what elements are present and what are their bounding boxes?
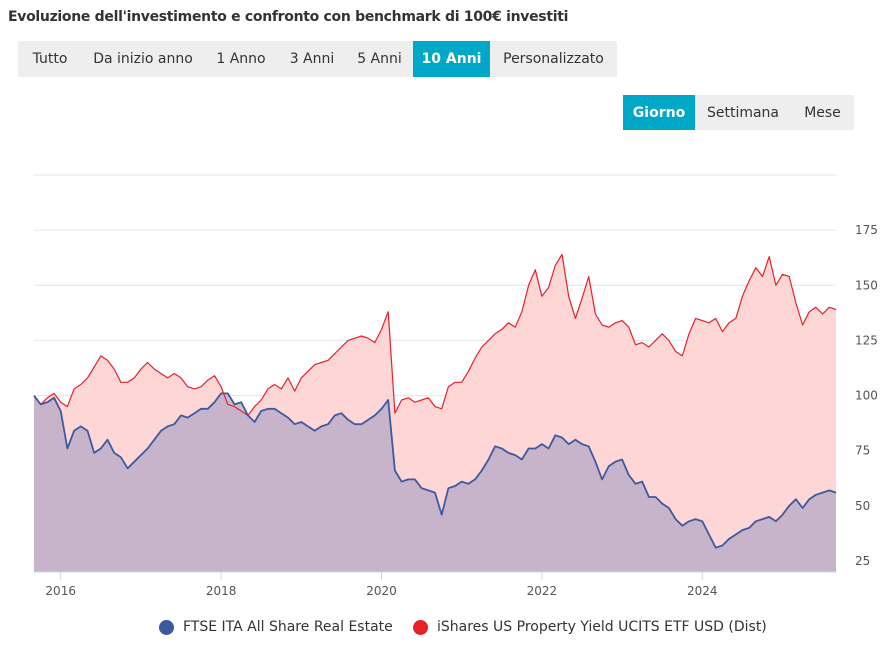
resolution-selector: Giorno Settimana Mese <box>623 95 854 130</box>
legend-label-ishares: iShares US Property Yield UCITS ETF USD … <box>437 619 767 635</box>
y-tick-label: 175 <box>855 223 878 237</box>
range-button-custom[interactable]: Personalizzato <box>503 51 604 67</box>
y-tick-label: 150 <box>855 278 878 292</box>
legend-marker-ishares <box>413 619 428 635</box>
y-tick-label: 125 <box>855 333 878 347</box>
range-button-5y[interactable]: 5 Anni <box>357 51 402 67</box>
x-tick-label: 2020 <box>366 584 397 598</box>
range-selector: Tutto Da inizio anno 1 Anno 3 Anni 5 Ann… <box>18 41 617 77</box>
chart-title: Evoluzione dell'investimento e confronto… <box>8 9 569 25</box>
legend-item-ftse[interactable]: FTSE ITA All Share Real Estate <box>159 619 393 635</box>
legend-item-ishares[interactable]: iShares US Property Yield UCITS ETF USD … <box>413 619 767 635</box>
y-tick-label: 50 <box>855 499 870 513</box>
range-button-tutto[interactable]: Tutto <box>32 51 68 67</box>
x-tick-label: 2022 <box>527 584 558 598</box>
resolution-button-month[interactable]: Mese <box>804 104 841 121</box>
y-tick-label: 25 <box>855 554 870 568</box>
resolution-button-week[interactable]: Settimana <box>706 104 780 121</box>
range-button-10y[interactable]: 10 Anni <box>413 41 490 77</box>
series-areas <box>34 254 836 572</box>
legend: FTSE ITA All Share Real Estate iShares U… <box>0 619 894 641</box>
axes: 2016 2018 2020 2022 2024 25 50 75 100 125 150 175 <box>34 223 878 598</box>
range-button-ytd[interactable]: Da inizio anno <box>93 51 193 67</box>
chart-area: 2016 2018 2020 2022 2024 25 50 75 100 125 150 175 <box>33 174 878 598</box>
series-line-1[interactable] <box>33 392 837 549</box>
y-tick-label: 100 <box>855 389 878 403</box>
y-tick-label: 75 <box>855 444 870 458</box>
range-button-3y[interactable]: 3 Anni <box>289 51 335 67</box>
x-tick-label: 2024 <box>687 584 718 598</box>
x-tick-label: 2016 <box>45 584 76 598</box>
range-button-1y[interactable]: 1 Anno <box>216 51 266 67</box>
resolution-button-day[interactable]: Giorno <box>623 95 695 130</box>
series-lines <box>33 253 837 549</box>
series-area-1 <box>34 393 836 572</box>
series-line-0[interactable] <box>33 253 837 416</box>
legend-marker-ftse <box>159 619 174 635</box>
x-tick-label: 2018 <box>206 584 237 598</box>
legend-label-ftse: FTSE ITA All Share Real Estate <box>183 619 393 635</box>
